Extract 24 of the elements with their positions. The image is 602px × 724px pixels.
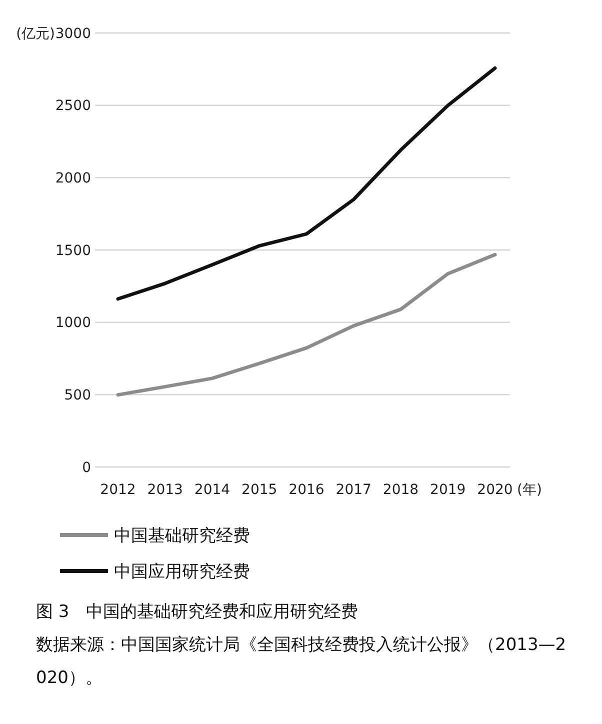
legend-label: 中国基础研究经费 [114, 526, 250, 546]
y-tick-label: 500 [64, 388, 91, 404]
y-tick-label: 3000 [55, 26, 91, 42]
x-tick-label: 2012 [100, 482, 136, 498]
y-tick-label: 1500 [55, 242, 91, 259]
line-series [116, 66, 497, 301]
y-axis-title: (亿元) [16, 26, 55, 42]
source-note: 数据来源：中国国家统计局《全国科技经费投入统计公报》（2013—2020）。 [36, 635, 566, 688]
y-tick-label: 2000 [55, 170, 91, 187]
caption: 图 3 中国的基础研究经费和应用研究经费 [36, 602, 358, 622]
x-axis-title: (年) [517, 482, 542, 498]
y-tick-label: 1000 [55, 315, 91, 332]
line-series [116, 252, 497, 397]
x-tick-label: 2017 [336, 482, 372, 498]
y-tick-label: 0 [82, 460, 91, 476]
y-tick-label: 2500 [55, 98, 91, 114]
x-tick-label: 2016 [288, 482, 324, 498]
x-tick-label: 2014 [194, 482, 230, 498]
x-tick-label: 2020 [477, 482, 513, 498]
x-tick-label: 2019 [430, 482, 466, 498]
legend-label: 中国应用研究经费 [114, 562, 250, 582]
x-tick-label: 2015 [242, 482, 278, 498]
x-tick-label: 2018 [382, 482, 419, 498]
x-tick-label: 2013 [147, 482, 183, 498]
